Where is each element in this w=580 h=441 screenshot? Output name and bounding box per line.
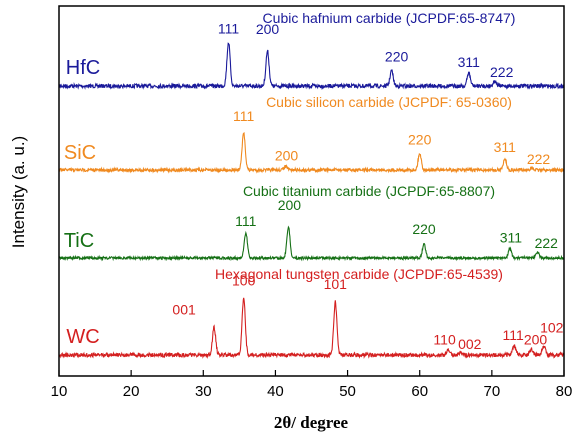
plot-frame <box>58 5 565 377</box>
peak-label-wc-101: 101 <box>324 276 348 292</box>
peak-label-sic-311: 311 <box>494 139 517 155</box>
peak-label-sic-111: 111 <box>233 108 254 124</box>
peak-label-hfc-222: 222 <box>490 64 514 80</box>
peak-label-hfc-220: 220 <box>385 49 409 65</box>
peak-label-sic-222: 222 <box>527 151 551 167</box>
series-name-tic: TiC <box>64 230 94 252</box>
series-line-sic <box>58 132 565 174</box>
x-tick-label-50: 50 <box>339 383 356 400</box>
x-axis-title: 2θ/ degree <box>274 413 349 432</box>
series-name-hfc: HfC <box>66 57 100 79</box>
peak-label-wc-102: 102 <box>540 319 564 335</box>
series-name-sic: SiC <box>64 142 96 164</box>
x-tick-label-40: 40 <box>267 383 284 400</box>
peak-label-hfc-311: 311 <box>458 54 481 70</box>
x-tick-label-30: 30 <box>195 383 212 400</box>
peak-label-wc-200: 200 <box>524 331 548 347</box>
y-axis-title: Intensity (a. u.) <box>9 136 28 248</box>
series-line-wc <box>58 297 565 359</box>
peak-label-sic-200: 200 <box>275 147 299 163</box>
series-lines <box>58 42 565 359</box>
x-tick-label-10: 10 <box>51 383 68 400</box>
series-name-wc: WC <box>66 326 99 348</box>
peak-label-tic-111: 111 <box>235 213 256 229</box>
peak-label-wc-110: 110 <box>433 331 456 347</box>
series-title-sic: Cubic silicon carbide (JCPDF: 65-0360) <box>266 94 512 110</box>
series-labels: HfC Cubic hafnium carbide (JCPDF:65-8747)… <box>64 10 564 352</box>
peak-label-sic-220: 220 <box>408 131 432 147</box>
peak-label-tic-311: 311 <box>500 230 523 246</box>
peak-label-wc-001: 001 <box>172 301 196 317</box>
peak-label-tic-220: 220 <box>412 221 436 237</box>
series-line-hfc <box>58 42 565 91</box>
x-tick-label-20: 20 <box>123 383 140 400</box>
series-title-wc: Hexagonal tungsten carbide (JCPDF:65-453… <box>215 266 503 282</box>
peak-label-tic-222: 222 <box>535 235 559 251</box>
x-tick-label-70: 70 <box>484 383 501 400</box>
peak-label-hfc-111: 111 <box>218 20 239 36</box>
series-title-hfc: Cubic hafnium carbide (JCPDF:65-8747) <box>263 10 516 26</box>
peak-label-wc-111: 111 <box>503 327 524 343</box>
series-line-tic <box>58 225 565 262</box>
peak-label-hfc-200: 200 <box>256 21 280 37</box>
x-tick-label-60: 60 <box>411 383 428 400</box>
series-title-tic: Cubic titanium carbide (JCPDF:65-8807) <box>243 183 495 199</box>
x-tick-label-80: 80 <box>556 383 573 400</box>
peak-label-wc-100: 100 <box>232 273 256 289</box>
peak-label-wc-002: 002 <box>458 336 482 352</box>
x-axis-ticks: 10 20 30 40 50 60 70 80 <box>51 370 573 400</box>
peak-label-tic-200: 200 <box>278 197 302 213</box>
